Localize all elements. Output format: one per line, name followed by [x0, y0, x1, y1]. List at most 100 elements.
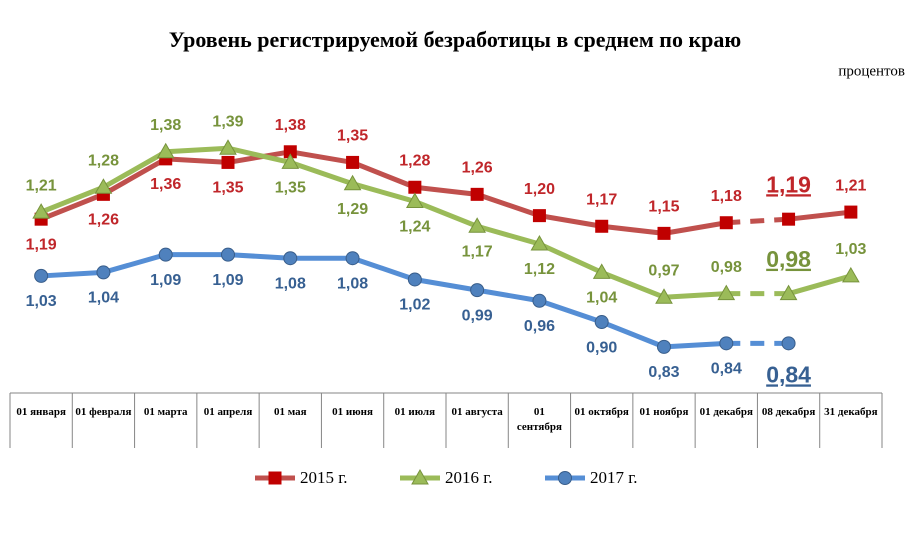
marker — [470, 283, 485, 298]
x-tick-label: 01 ноября — [639, 406, 689, 418]
value-label: 0,99 — [462, 307, 493, 324]
x-tick-label: 01 сентября — [516, 406, 562, 433]
marker — [96, 265, 111, 280]
marker — [346, 155, 360, 169]
x-tick-label: 01 июня — [332, 406, 373, 418]
value-label: 1,12 — [524, 261, 555, 278]
value-label: 1,24 — [399, 219, 430, 236]
chart-title: Уровень регистрируемой безработицы в сре… — [169, 27, 741, 52]
marker — [94, 178, 113, 194]
value-label: 1,09 — [212, 272, 243, 289]
value-label: 0,84 — [766, 361, 811, 387]
marker — [219, 139, 237, 155]
value-label: 1,35 — [275, 180, 306, 197]
marker — [594, 315, 609, 330]
value-label: 1,19 — [26, 236, 57, 253]
x-tick-label: 01 июля — [394, 406, 436, 418]
value-label: 1,20 — [524, 181, 555, 198]
x-tick-label: 31 декабря — [824, 406, 878, 418]
value-label: 1,39 — [212, 113, 243, 130]
value-label: 0,96 — [524, 318, 555, 335]
series-line — [41, 252, 727, 350]
marker — [221, 247, 235, 262]
marker — [408, 180, 422, 194]
marker — [32, 203, 51, 219]
marker — [283, 251, 298, 266]
value-label: 1,28 — [88, 152, 119, 169]
marker — [657, 339, 671, 354]
marker — [34, 268, 49, 283]
x-tick-label: 01 августа — [451, 406, 503, 418]
value-label: 1,26 — [462, 160, 493, 177]
value-label: 0,84 — [711, 361, 742, 378]
marker — [719, 216, 733, 230]
value-label: 1,03 — [26, 293, 57, 310]
marker — [717, 284, 736, 301]
series-line — [787, 273, 852, 297]
marker — [407, 272, 422, 287]
marker — [268, 471, 282, 485]
value-label: 1,35 — [212, 180, 243, 197]
value-label: 1,29 — [337, 201, 368, 218]
value-label: 1,08 — [337, 275, 368, 292]
series-line — [788, 209, 852, 222]
value-label: 0,97 — [648, 262, 679, 279]
value-label: 1,38 — [150, 117, 181, 134]
series-line — [726, 216, 789, 226]
marker — [156, 142, 175, 159]
x-tick-label: 01 февраля — [75, 406, 132, 418]
legend-label: 2017 г. — [590, 468, 638, 487]
marker — [221, 155, 235, 169]
marker — [592, 263, 611, 279]
value-label: 1,03 — [835, 241, 866, 258]
value-label: 1,08 — [275, 275, 306, 292]
marker — [345, 251, 360, 266]
value-label: 1,26 — [88, 212, 119, 229]
value-label: 1,04 — [88, 290, 119, 307]
x-tick-label: 01 мая — [273, 406, 307, 418]
marker — [530, 235, 549, 251]
marker — [343, 174, 362, 191]
marker — [532, 293, 547, 308]
value-label: 1,15 — [648, 199, 679, 216]
marker — [655, 288, 673, 304]
marker — [781, 336, 796, 351]
series-line — [40, 149, 727, 236]
value-label: 0,90 — [586, 339, 617, 356]
value-label: 1,38 — [275, 117, 306, 134]
value-label: 0,98 — [766, 246, 811, 272]
value-label: 0,98 — [711, 259, 742, 276]
marker — [281, 153, 300, 169]
marker — [405, 192, 424, 208]
value-label: 1,21 — [26, 177, 57, 194]
x-tick-label: 01 марта — [143, 406, 188, 418]
value-label: 1,09 — [150, 272, 181, 289]
value-label: 1,36 — [150, 176, 181, 193]
value-label: 1,17 — [586, 191, 617, 208]
x-tick-label: 01 декабря — [699, 406, 753, 418]
value-label: 1,28 — [399, 152, 430, 169]
unit-label: процентов — [838, 63, 905, 79]
marker — [595, 219, 609, 233]
value-label: 1,17 — [462, 243, 493, 260]
series-line — [40, 145, 727, 300]
marker — [779, 284, 798, 301]
value-label: 1,18 — [711, 188, 742, 205]
marker — [411, 468, 429, 485]
marker — [657, 226, 671, 240]
value-label: 1,02 — [399, 297, 430, 314]
x-tick-label: 08 декабря — [761, 406, 816, 418]
value-label: 1,35 — [337, 128, 368, 145]
marker — [844, 205, 858, 219]
marker — [470, 187, 484, 201]
value-label: 1,21 — [835, 177, 866, 194]
x-tick-label: 01 октября — [574, 406, 629, 418]
marker — [782, 212, 796, 226]
x-tick-label: 01 января — [16, 406, 66, 418]
marker — [158, 247, 173, 262]
value-label: 1,04 — [586, 290, 617, 307]
legend-label: 2016 г. — [445, 468, 493, 487]
marker — [841, 266, 860, 283]
